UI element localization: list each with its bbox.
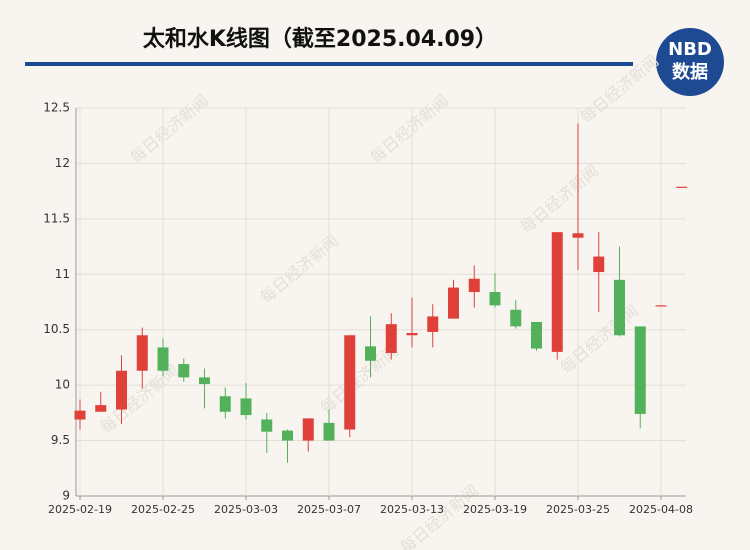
candle-body: [282, 430, 293, 441]
x-tick-label: 2025-02-25: [131, 503, 195, 516]
candle-body: [178, 364, 190, 378]
candle-body: [385, 324, 397, 353]
candle-body: [365, 346, 376, 361]
candle-body: [634, 326, 646, 414]
candle-body: [468, 278, 480, 293]
candle-body: [531, 321, 542, 349]
y-tick-label: 10.5: [43, 322, 70, 336]
candle-body: [323, 422, 335, 441]
y-tick-label: 12.5: [43, 101, 70, 115]
candle-body: [614, 279, 625, 336]
candle-body: [344, 335, 356, 430]
y-tick-label: 12: [55, 156, 70, 170]
candle-body: [95, 405, 107, 412]
candle-body: [406, 333, 418, 336]
x-tick-label: 2025-03-19: [463, 503, 527, 516]
y-tick-label: 10: [55, 378, 70, 392]
y-tick-label: 11: [55, 267, 70, 281]
y-tick-label: 11.5: [43, 211, 70, 225]
logo-top: NBD: [668, 39, 712, 60]
candle-body: [261, 419, 273, 432]
candle-body: [199, 377, 210, 385]
candle-body: [510, 309, 522, 327]
candle-body: [116, 370, 127, 410]
candle-body: [655, 305, 667, 307]
x-tick-label: 2025-02-19: [48, 503, 112, 516]
candle-body: [157, 347, 169, 371]
chart-title: 太和水K线图（截至2025.04.09）: [143, 26, 497, 52]
title-rule: [25, 62, 633, 66]
x-tick-label: 2025-03-13: [380, 503, 444, 516]
x-tick-label: 2025-03-25: [546, 503, 610, 516]
candle-body: [448, 287, 459, 319]
candle-body: [676, 186, 688, 188]
x-tick-label: 2025-04-08: [629, 503, 693, 516]
candle-body: [74, 410, 86, 420]
candle-body: [551, 232, 563, 352]
logo: [656, 28, 724, 96]
candle-body: [593, 256, 605, 273]
y-tick-label: 9: [62, 489, 70, 503]
candle-body: [427, 316, 439, 332]
logo-bottom: 数据: [672, 61, 708, 83]
candle-body: [302, 418, 314, 441]
x-tick-label: 2025-03-07: [297, 503, 361, 516]
candle-body: [489, 292, 501, 306]
candle-body: [136, 335, 148, 371]
candle-body: [219, 396, 231, 412]
candle-body: [572, 233, 584, 238]
x-tick-label: 2025-03-03: [214, 503, 278, 516]
candle-body: [240, 398, 252, 416]
y-tick-label: 9.5: [51, 433, 70, 447]
